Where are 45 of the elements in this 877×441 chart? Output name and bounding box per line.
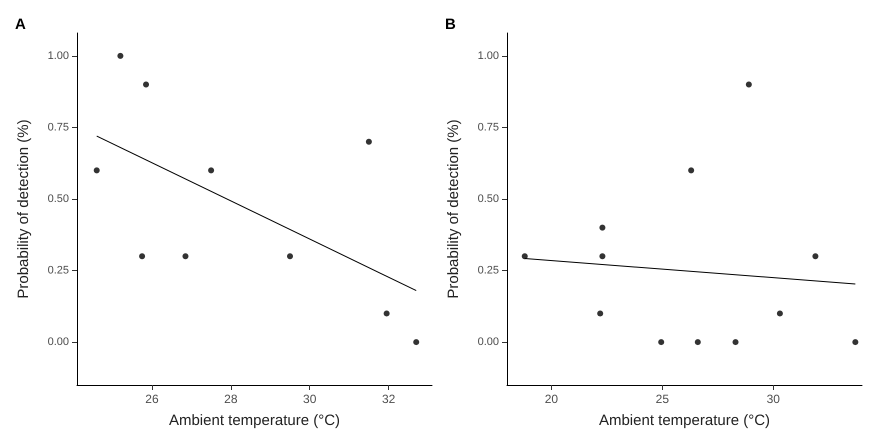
point bbox=[117, 52, 124, 59]
y-axis-title: Probability of detection (%) bbox=[445, 119, 462, 299]
x-tick-label: 30 bbox=[766, 392, 780, 406]
y-tick-label: 0.25 bbox=[48, 264, 69, 277]
point bbox=[366, 138, 372, 145]
point bbox=[776, 310, 783, 316]
point bbox=[287, 253, 293, 260]
point bbox=[143, 82, 150, 88]
x-tick-label: 28 bbox=[224, 392, 238, 406]
point bbox=[658, 339, 664, 346]
y-tick-label: 1.00 bbox=[48, 50, 69, 62]
chart-title: B bbox=[445, 16, 456, 33]
x-tick-label: 30 bbox=[303, 392, 317, 406]
y-tick-label: 0.75 bbox=[48, 121, 69, 134]
y-tick-label: 0.00 bbox=[478, 336, 499, 348]
x-tick-label: 20 bbox=[544, 392, 558, 406]
point bbox=[182, 253, 188, 260]
y-tick-label: 0.50 bbox=[478, 192, 499, 205]
y-axis-title: Probability of detection (%) bbox=[15, 119, 32, 299]
y-tick-label: 1.00 bbox=[478, 50, 499, 62]
x-axis-title: Ambient temperature (°C) bbox=[168, 412, 340, 429]
point bbox=[597, 310, 604, 316]
x-tick-label: 32 bbox=[382, 392, 396, 406]
point bbox=[522, 253, 528, 260]
point bbox=[852, 339, 858, 346]
point bbox=[208, 167, 214, 174]
x-tick-label: 26 bbox=[145, 392, 159, 406]
point bbox=[746, 82, 752, 88]
x-tick-label: 25 bbox=[656, 392, 670, 406]
chart-title: A bbox=[15, 16, 26, 33]
point bbox=[812, 253, 818, 260]
y-tick-label: 0.50 bbox=[48, 192, 69, 205]
point bbox=[384, 310, 390, 316]
y-tick-label: 0.00 bbox=[48, 336, 69, 348]
point bbox=[732, 339, 739, 346]
point bbox=[694, 339, 701, 346]
point bbox=[139, 253, 146, 260]
y-tick-label: 0.75 bbox=[478, 121, 499, 134]
point bbox=[413, 339, 420, 346]
point bbox=[599, 253, 606, 260]
x-axis-title: Ambient temperature (°C) bbox=[598, 412, 770, 429]
y-tick-label: 0.25 bbox=[478, 264, 499, 277]
point bbox=[599, 224, 606, 231]
point bbox=[94, 167, 100, 174]
point bbox=[688, 167, 694, 174]
